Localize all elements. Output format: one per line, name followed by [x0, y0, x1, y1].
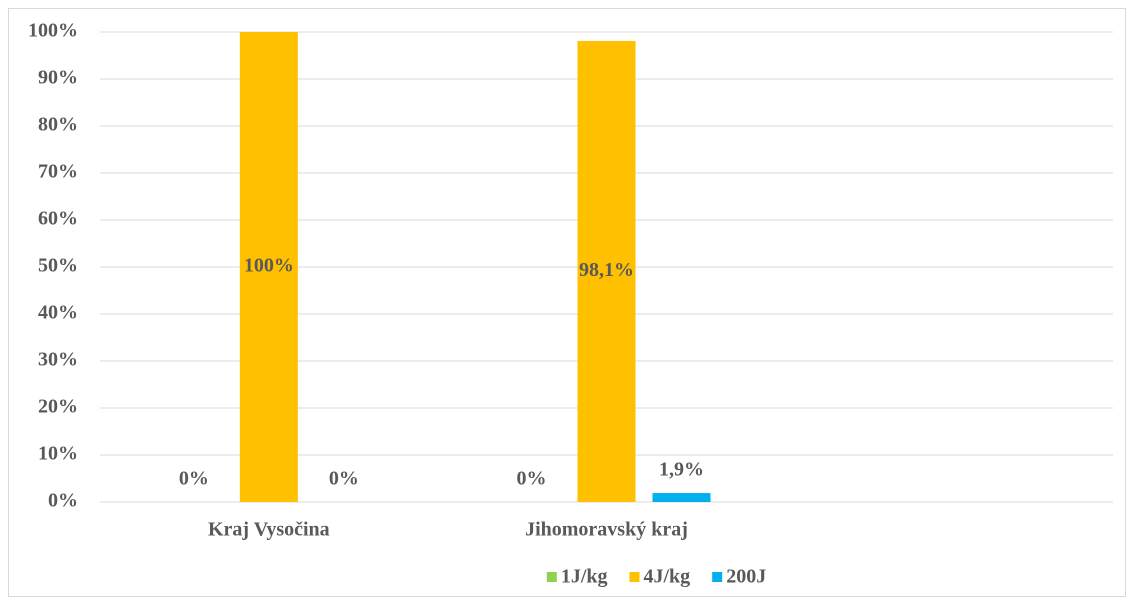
y-tick-label: 80% — [38, 114, 78, 136]
y-tick-label: 10% — [38, 443, 78, 465]
x-tick-label: Kraj Vysočina — [208, 519, 330, 541]
y-tick-label: 100% — [28, 20, 78, 42]
bar — [239, 32, 298, 502]
legend-swatch — [629, 572, 640, 582]
data-label: 0% — [179, 468, 209, 490]
y-tick-label: 0% — [48, 490, 78, 512]
y-tick-label: 50% — [38, 255, 78, 277]
legend-label: 4J/kg — [644, 566, 691, 588]
data-label: 0% — [517, 468, 547, 490]
bar — [652, 493, 711, 502]
data-label: 0% — [329, 468, 359, 490]
legend-label: 200J — [726, 566, 766, 588]
y-tick-label: 40% — [38, 302, 78, 324]
y-tick-label: 30% — [38, 349, 78, 371]
data-label: 98,1% — [579, 259, 634, 281]
y-tick-label: 90% — [38, 67, 78, 89]
x-tick-label: Jihomoravský kraj — [525, 519, 688, 541]
y-tick-label: 20% — [38, 396, 78, 418]
data-label: 1,9% — [659, 459, 704, 481]
legend-label: 1J/kg — [561, 566, 608, 588]
data-label: 100% — [244, 255, 294, 277]
legend-swatch — [546, 572, 557, 582]
bar — [577, 40, 636, 503]
y-tick-label: 70% — [38, 161, 78, 183]
legend-swatch — [712, 572, 723, 582]
chart-frame — [8, 8, 1126, 597]
y-tick-label: 60% — [38, 208, 78, 230]
